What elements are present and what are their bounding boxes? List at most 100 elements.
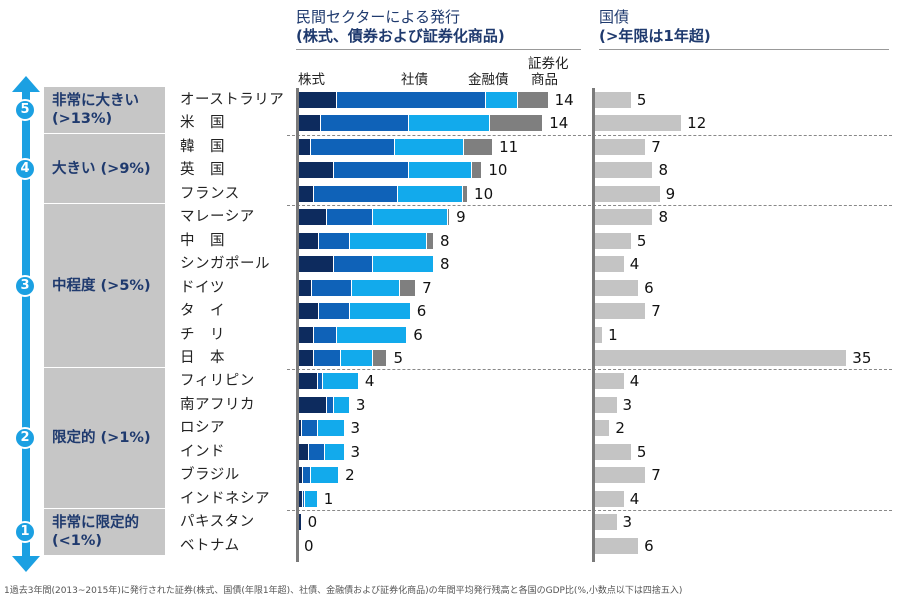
bar-securitized bbox=[448, 209, 451, 226]
government-value-label: 6 bbox=[644, 278, 654, 297]
tier-label: 限定的 (>1%) bbox=[52, 430, 151, 447]
bar-financial bbox=[305, 490, 318, 507]
country-label: 中 国 bbox=[180, 232, 225, 249]
tier-box-1: 非常に限定的 (<1%) bbox=[44, 509, 165, 555]
bar-government bbox=[595, 349, 847, 366]
tier-label: 非常に限定的 bbox=[52, 515, 139, 532]
private-total-label: 6 bbox=[413, 325, 423, 344]
government-value-label: 8 bbox=[658, 161, 668, 180]
bar-financial bbox=[485, 92, 519, 108]
bar-corporate bbox=[317, 373, 324, 390]
bar-government bbox=[595, 490, 624, 507]
government-value-label: 5 bbox=[636, 442, 647, 461]
bar-government bbox=[595, 185, 660, 202]
bar-corporate bbox=[333, 256, 374, 273]
bar-securitized bbox=[373, 349, 388, 366]
bar-government bbox=[595, 138, 646, 155]
government-value-label: 4 bbox=[629, 489, 640, 508]
country-label: 米 国 bbox=[180, 115, 225, 132]
private-total-label: 8 bbox=[440, 255, 450, 274]
tier-box-4: 大きい (>9%) bbox=[44, 133, 165, 204]
bar-securitized bbox=[471, 162, 483, 179]
bar-government bbox=[595, 326, 603, 343]
bar-equity bbox=[298, 162, 334, 179]
bar-equity bbox=[298, 349, 315, 366]
bar-equity bbox=[298, 443, 309, 460]
country-label: ロシア bbox=[180, 420, 225, 437]
private-total-label: 0 bbox=[307, 513, 318, 532]
country-label: ベトナム bbox=[180, 537, 240, 554]
legend-securitized-line1: 証券化 bbox=[528, 56, 569, 72]
bar-equity bbox=[298, 232, 320, 249]
bar-corporate bbox=[303, 467, 311, 484]
country-label: パキスタン bbox=[180, 514, 255, 531]
country-label: オーストラリア bbox=[180, 92, 285, 108]
bar-government bbox=[595, 256, 624, 273]
country-label: 日 本 bbox=[180, 349, 225, 366]
bar-securitized bbox=[518, 92, 549, 108]
private-total-label: 6 bbox=[416, 302, 427, 321]
bar-financial bbox=[408, 115, 490, 132]
government-value-label: 3 bbox=[622, 513, 633, 532]
bar-corporate bbox=[333, 162, 409, 179]
bar-government bbox=[595, 396, 617, 413]
government-value-label: 6 bbox=[644, 536, 654, 555]
government-value-label: 5 bbox=[636, 231, 647, 250]
bar-corporate bbox=[319, 303, 350, 320]
bar-equity bbox=[298, 92, 338, 108]
government-value-label: 3 bbox=[622, 395, 633, 414]
private-axis bbox=[296, 88, 299, 562]
bar-financial bbox=[310, 467, 340, 484]
tier-box-2: 限定的 (>1%) bbox=[44, 368, 165, 509]
country-label: 韓 国 bbox=[180, 138, 225, 155]
bar-financial bbox=[349, 303, 411, 320]
private-total-label: 7 bbox=[422, 278, 432, 297]
bar-equity bbox=[298, 115, 322, 132]
legend-securitized-line2: 商品 bbox=[531, 72, 558, 88]
bar-equity bbox=[298, 396, 327, 413]
bar-financial bbox=[349, 232, 427, 249]
bar-corporate bbox=[312, 279, 352, 296]
government-header-line1: 国債 bbox=[599, 8, 630, 26]
private-header: 民間セクターによる発行 (株式、債券および証券化商品) bbox=[296, 8, 505, 46]
bar-corporate bbox=[303, 490, 306, 507]
country-label: フィリピン bbox=[180, 373, 255, 390]
bar-corporate bbox=[314, 349, 341, 366]
bar-corporate bbox=[314, 185, 399, 202]
country-label: フランス bbox=[180, 185, 240, 202]
bar-government bbox=[595, 514, 617, 531]
tier-label-sub: (<1%) bbox=[52, 533, 103, 550]
bar-financial bbox=[351, 279, 401, 296]
government-axis bbox=[592, 88, 595, 562]
country-label: シンガポール bbox=[180, 256, 270, 273]
bar-financial bbox=[323, 373, 359, 390]
bar-government bbox=[595, 373, 624, 390]
private-total-label: 2 bbox=[345, 466, 355, 485]
bar-government bbox=[595, 467, 646, 484]
bar-equity bbox=[298, 209, 327, 226]
bar-corporate bbox=[337, 92, 486, 108]
bar-corporate bbox=[321, 115, 409, 132]
bar-securitized bbox=[489, 115, 544, 132]
bar-government bbox=[595, 279, 639, 296]
tier-level-badge: 3 bbox=[14, 274, 36, 297]
bar-corporate bbox=[310, 138, 395, 155]
country-label: マレーシア bbox=[180, 209, 255, 226]
tier-label-sub: (>13%) bbox=[52, 110, 113, 127]
bar-financial bbox=[408, 162, 472, 179]
legend-equity: 株式 bbox=[298, 72, 325, 88]
private-header-line2: (株式、債券および証券化商品) bbox=[296, 27, 505, 45]
private-total-label: 8 bbox=[440, 231, 450, 250]
tier-separator bbox=[287, 134, 892, 136]
country-label: インド bbox=[180, 443, 225, 460]
bar-equity bbox=[298, 138, 311, 155]
government-value-label: 9 bbox=[665, 184, 676, 203]
bar-equity bbox=[298, 256, 334, 273]
scale-arrow-icon bbox=[12, 76, 40, 572]
government-value-label: 8 bbox=[658, 208, 668, 227]
private-total-label: 0 bbox=[304, 536, 314, 555]
bar-financial bbox=[373, 256, 435, 273]
private-total-label: 1 bbox=[323, 489, 334, 508]
government-header-line2: (>年限は1年超) bbox=[599, 27, 711, 45]
